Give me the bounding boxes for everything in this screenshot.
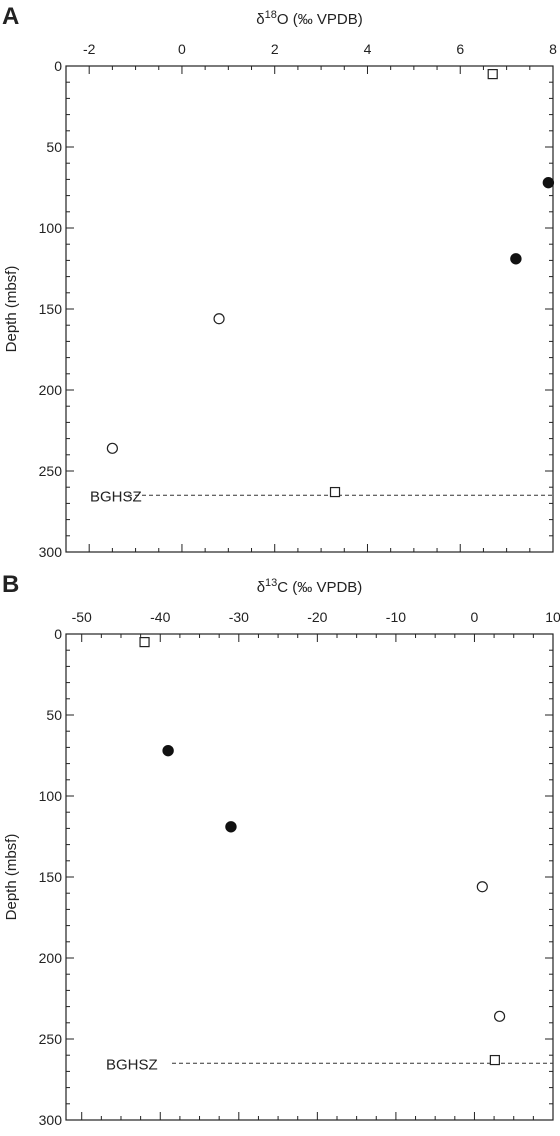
y-tick-label: 50 (46, 707, 62, 723)
plot-frame (65, 65, 554, 553)
y-tick-label: 50 (46, 139, 62, 155)
y-tick-label: 250 (39, 463, 63, 479)
y-tick-label: 100 (39, 220, 63, 236)
y-tick-label: 200 (39, 382, 63, 398)
x-tick-label: 4 (364, 41, 372, 57)
bghsz-label: BGHSZ (90, 488, 142, 505)
data-point-square-open (487, 68, 498, 80)
y-tick-label: 250 (39, 1031, 63, 1047)
panel-letter: B (2, 571, 19, 598)
y-tick-label: 0 (54, 58, 62, 74)
bghsz-label: BGHSZ (106, 1056, 158, 1073)
y-tick-label: 150 (39, 301, 63, 317)
x-tick-label: 10 (545, 609, 560, 625)
x-tick-label: 0 (471, 609, 479, 625)
x-tick-label: -40 (150, 609, 170, 625)
y-tick-label: 100 (39, 788, 63, 804)
y-tick-label: 300 (39, 1112, 63, 1128)
data-point-circle-open (213, 313, 225, 325)
x-tick-label: -50 (72, 609, 92, 625)
x-tick-label: -10 (386, 609, 406, 625)
x-axis-title: δ13C (‰ VPDB) (257, 577, 363, 596)
data-point-circle-filled (225, 821, 237, 833)
data-point-square-open (139, 636, 150, 648)
x-tick-label: -20 (307, 609, 327, 625)
x-tick-label: -30 (229, 609, 249, 625)
y-tick-label: 300 (39, 544, 63, 560)
y-tick-label: 150 (39, 869, 63, 885)
y-tick-label: 0 (54, 626, 62, 642)
panel-letter: A (2, 3, 19, 30)
data-point-circle-filled (162, 744, 174, 757)
y-axis-title: Depth (mbsf) (3, 266, 20, 353)
data-point-circle-open (493, 1010, 506, 1022)
data-point-circle-open (106, 442, 118, 454)
data-point-circle-filled (510, 253, 522, 265)
data-point-square-open (489, 1054, 500, 1066)
x-tick-label: 2 (271, 41, 279, 57)
x-tick-label: 8 (549, 41, 557, 57)
data-point-circle-open (476, 881, 488, 893)
x-tick-label: 0 (178, 41, 186, 57)
data-point-circle-filled (542, 176, 555, 189)
plot-frame (65, 633, 554, 1121)
y-axis-title: Depth (mbsf) (3, 834, 20, 921)
x-axis-title: δ18O (‰ VPDB) (256, 9, 362, 28)
x-tick-label: -2 (83, 41, 96, 57)
x-tick-label: 6 (456, 41, 464, 57)
data-point-square-open (329, 486, 341, 498)
y-tick-label: 200 (39, 950, 63, 966)
